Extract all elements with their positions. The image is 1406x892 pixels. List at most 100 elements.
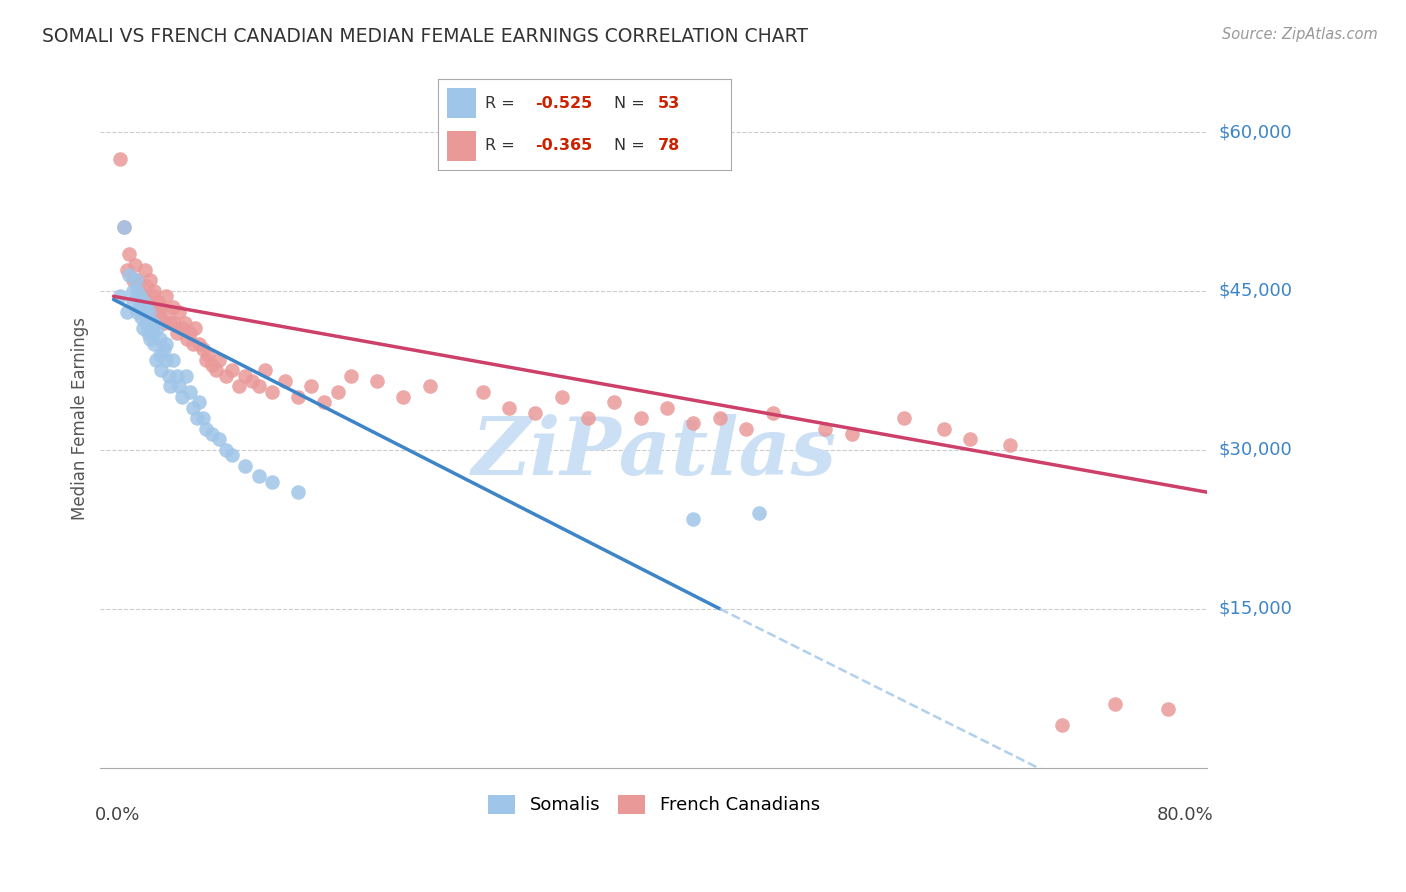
Point: [274, 374, 297, 388]
Point: [233, 368, 256, 383]
Point: [998, 437, 1021, 451]
Point: [188, 337, 211, 351]
Point: [132, 294, 155, 309]
Point: [287, 485, 309, 500]
Point: [122, 284, 145, 298]
Point: [129, 310, 152, 325]
Point: [176, 332, 198, 346]
Point: [135, 316, 157, 330]
Text: 80.0%: 80.0%: [1156, 806, 1213, 824]
Point: [122, 294, 145, 309]
Point: [139, 332, 162, 346]
Point: [339, 368, 361, 383]
Point: [127, 284, 149, 298]
Point: [145, 352, 167, 367]
Point: [682, 512, 704, 526]
Point: [314, 395, 336, 409]
Point: [194, 352, 217, 367]
Point: [228, 379, 250, 393]
Point: [115, 305, 138, 319]
Point: [893, 411, 915, 425]
Text: $60,000: $60,000: [1219, 123, 1292, 141]
Point: [299, 379, 322, 393]
Point: [179, 384, 201, 399]
Point: [139, 273, 162, 287]
Point: [186, 411, 208, 425]
Point: [214, 368, 236, 383]
Point: [205, 363, 228, 377]
Point: [247, 469, 270, 483]
Point: [814, 422, 837, 436]
Point: [174, 368, 197, 383]
Point: [181, 337, 204, 351]
Point: [131, 289, 153, 303]
Point: [184, 321, 207, 335]
Point: [148, 294, 170, 309]
Point: [1104, 697, 1126, 711]
Point: [240, 374, 263, 388]
Point: [179, 326, 201, 341]
Point: [112, 220, 135, 235]
Point: [260, 475, 283, 489]
Point: [181, 401, 204, 415]
Point: [149, 310, 172, 325]
Text: 0.0%: 0.0%: [94, 806, 141, 824]
Point: [142, 326, 165, 341]
Text: $30,000: $30,000: [1219, 441, 1292, 458]
Point: [162, 300, 184, 314]
Point: [498, 401, 520, 415]
Point: [524, 406, 547, 420]
Point: [419, 379, 441, 393]
Point: [145, 305, 167, 319]
Y-axis label: Median Female Earnings: Median Female Earnings: [72, 317, 89, 520]
Point: [170, 390, 193, 404]
Point: [208, 352, 231, 367]
Point: [118, 247, 141, 261]
Point: [550, 390, 572, 404]
Point: [655, 401, 678, 415]
Point: [576, 411, 599, 425]
Point: [149, 332, 172, 346]
Point: [166, 326, 188, 341]
Point: [127, 305, 149, 319]
Point: [163, 316, 186, 330]
Point: [162, 352, 184, 367]
Point: [159, 379, 181, 393]
Point: [1052, 718, 1074, 732]
Point: [127, 273, 149, 287]
Point: [138, 305, 160, 319]
Point: [197, 347, 219, 361]
Point: [191, 411, 214, 425]
Point: [221, 363, 243, 377]
Point: [392, 390, 415, 404]
Point: [149, 300, 172, 314]
Point: [735, 422, 758, 436]
Point: [166, 368, 188, 383]
Point: [142, 316, 165, 330]
Point: [125, 273, 148, 287]
Point: [761, 406, 783, 420]
Point: [214, 442, 236, 457]
Point: [682, 417, 704, 431]
Point: [159, 316, 181, 330]
Point: [287, 390, 309, 404]
Point: [131, 321, 153, 335]
Legend: Somalis, French Canadians: Somalis, French Canadians: [481, 788, 827, 822]
Point: [471, 384, 494, 399]
Point: [157, 368, 180, 383]
Point: [191, 343, 214, 357]
Text: Source: ZipAtlas.com: Source: ZipAtlas.com: [1222, 27, 1378, 42]
Point: [136, 326, 159, 341]
Point: [169, 305, 191, 319]
Point: [326, 384, 349, 399]
Point: [221, 448, 243, 462]
Point: [108, 152, 131, 166]
Point: [841, 427, 863, 442]
Point: [143, 337, 166, 351]
Point: [709, 411, 731, 425]
Text: $15,000: $15,000: [1219, 599, 1292, 618]
Point: [169, 379, 191, 393]
Text: ZiPatlas: ZiPatlas: [471, 414, 837, 491]
Point: [124, 258, 146, 272]
Point: [134, 262, 156, 277]
